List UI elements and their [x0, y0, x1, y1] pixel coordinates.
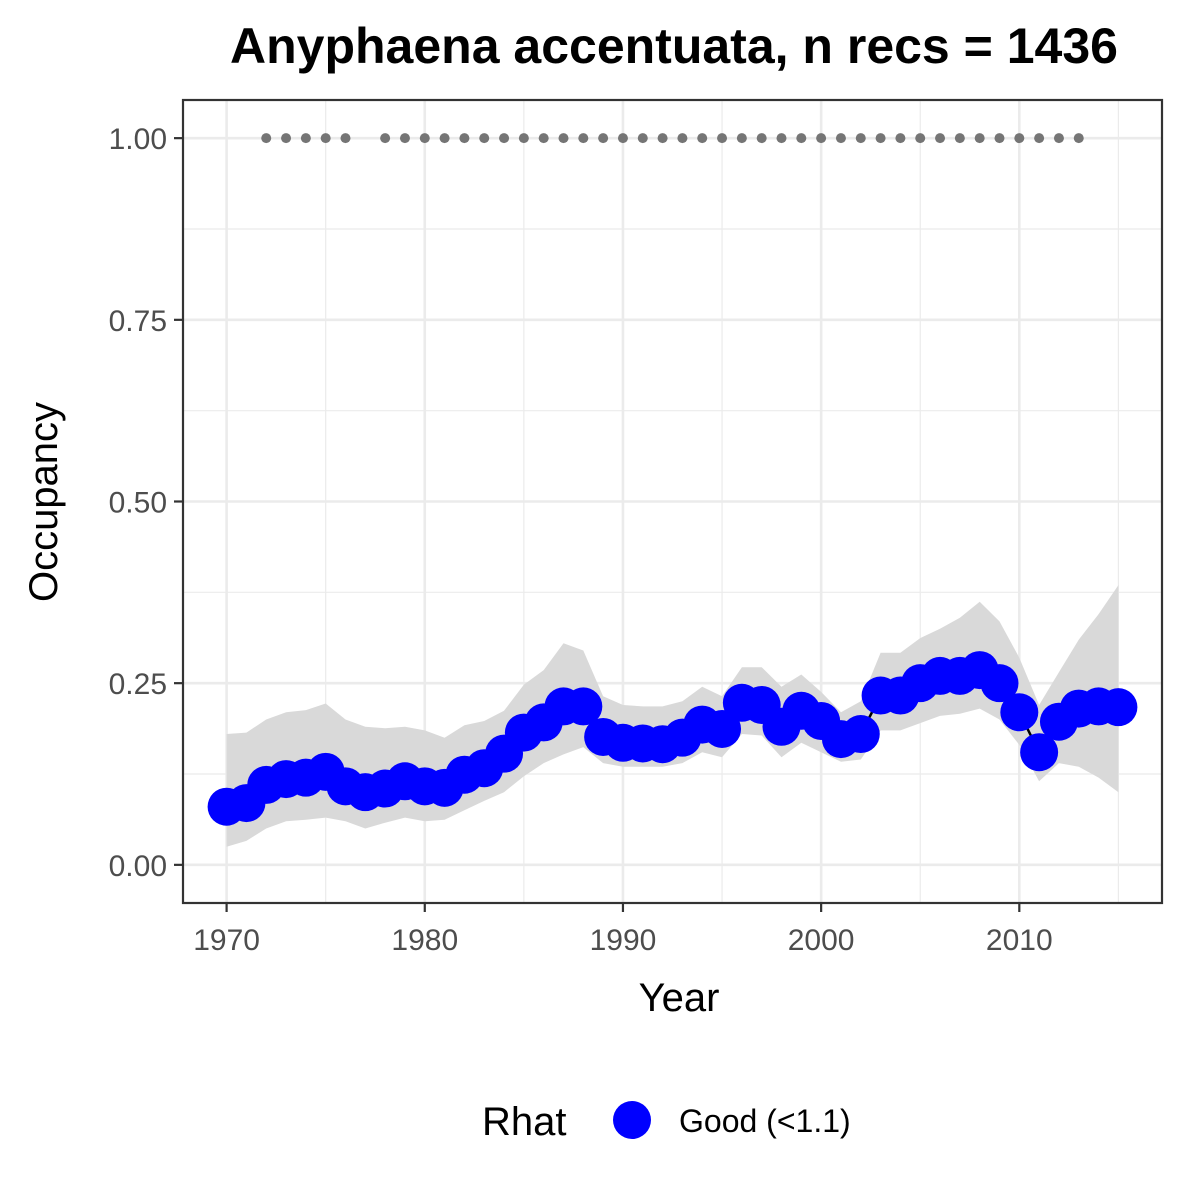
rug-point — [816, 133, 827, 144]
y-tick-label: 1.00 — [109, 123, 167, 156]
rug-point — [637, 133, 648, 144]
rug-point — [915, 133, 926, 144]
rug-point — [518, 133, 529, 144]
y-axis-title: Occupancy — [22, 402, 66, 602]
rug-point — [459, 133, 470, 144]
occupancy-points-layer — [207, 651, 1138, 826]
legend-title: Rhat — [482, 1100, 567, 1144]
rug-point — [657, 133, 668, 144]
chart-title: Anyphaena accentuata, n recs = 1436 — [230, 18, 1118, 74]
rug-point — [261, 133, 272, 144]
rug-point — [736, 133, 747, 144]
rug-point — [994, 133, 1005, 144]
rug-point — [281, 133, 292, 144]
rug-point — [796, 133, 807, 144]
rug-point — [1034, 133, 1045, 144]
rug-point — [776, 133, 787, 144]
x-tick-label: 1980 — [391, 924, 458, 957]
rug-point — [598, 133, 609, 144]
occupancy-point — [980, 664, 1019, 703]
x-axis-title: Year — [639, 976, 720, 1020]
rug-point — [954, 133, 965, 144]
occupancy-point — [703, 709, 742, 748]
rug-point — [756, 133, 767, 144]
axes: 0.00 0.25 0.50 0.75 1.00 1970 1980 1990 2000 2010 — [109, 123, 1053, 957]
data-rug-layer — [261, 133, 1084, 144]
rug-point — [855, 133, 866, 144]
rug-point — [677, 133, 688, 144]
occupancy-point — [1099, 688, 1138, 727]
rug-point — [895, 133, 906, 144]
x-tick-label: 1970 — [193, 924, 260, 957]
rug-point — [499, 133, 510, 144]
rug-point — [578, 133, 589, 144]
occupancy-point — [1020, 733, 1059, 772]
x-tick-label: 2000 — [788, 924, 855, 957]
occupancy-point — [1000, 693, 1039, 732]
rug-point — [538, 133, 549, 144]
rug-point — [439, 133, 450, 144]
rug-point — [697, 133, 708, 144]
x-tick-label: 2010 — [986, 924, 1053, 957]
rug-point — [320, 133, 331, 144]
x-tick-label: 1990 — [590, 924, 657, 957]
rug-point — [300, 133, 311, 144]
rug-point — [340, 133, 351, 144]
rug-point — [974, 133, 985, 144]
rug-point — [1073, 133, 1084, 144]
y-tick-label: 0.00 — [109, 850, 167, 883]
rug-point — [1014, 133, 1025, 144]
rug-point — [479, 133, 490, 144]
rug-point — [617, 133, 628, 144]
rug-point — [558, 133, 569, 144]
rug-point — [875, 133, 886, 144]
rug-point — [380, 133, 391, 144]
legend: Rhat Good (<1.1) — [482, 1100, 851, 1144]
y-tick-label: 0.50 — [109, 487, 167, 520]
rug-point — [419, 133, 430, 144]
rug-point — [935, 133, 946, 144]
occupancy-point — [841, 715, 880, 754]
legend-key-good — [613, 1101, 651, 1139]
legend-label-good: Good (<1.1) — [679, 1103, 851, 1139]
rug-point — [399, 133, 410, 144]
y-tick-label: 0.25 — [109, 668, 167, 701]
rug-point — [1053, 133, 1064, 144]
occupancy-point — [564, 687, 603, 726]
y-tick-label: 0.75 — [109, 305, 167, 338]
rug-point — [835, 133, 846, 144]
rug-point — [717, 133, 728, 144]
